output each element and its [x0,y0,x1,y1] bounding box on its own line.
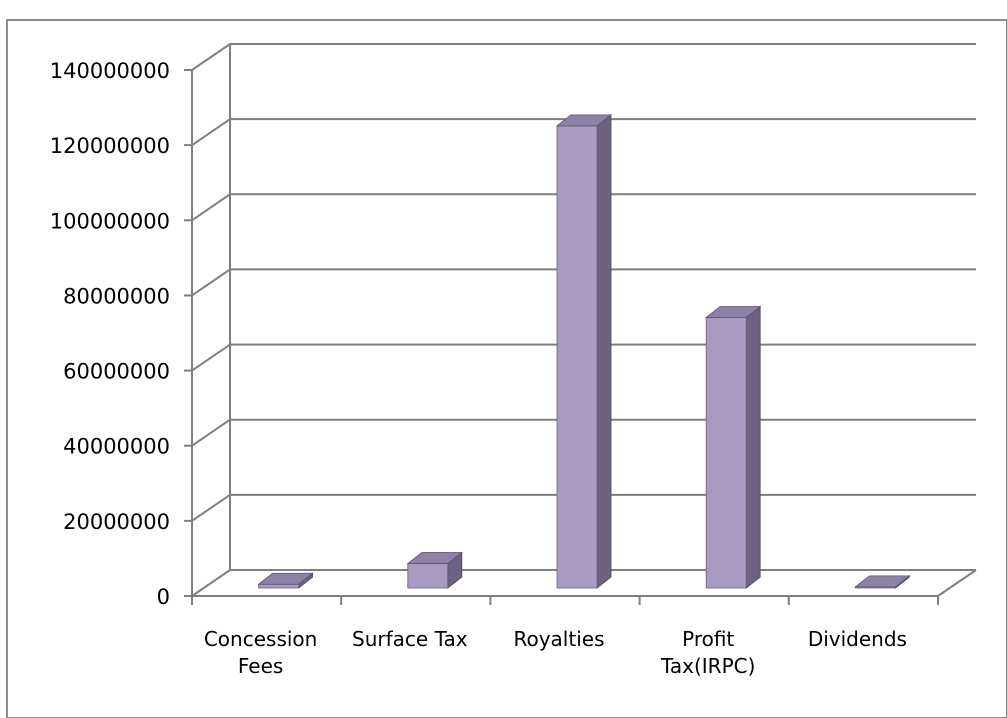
y-tick-labels: 0 20000000 40000000 60000000 80000000 1000000… [50,59,170,609]
y-tick-label: 60000000 [63,360,170,384]
bar-top [555,114,613,127]
bar-side [596,114,612,589]
x-category-label: Surface Tax [352,627,468,651]
bar-front [705,317,747,589]
x-category-label: Dividends [808,627,907,651]
y-tick-label: 20000000 [63,510,170,534]
bar-front [407,563,449,589]
bar [705,305,762,589]
y-tick-label: 0 [157,585,170,609]
bar-top [257,572,314,585]
x-category-labels: Concession Fees Surface Tax Royalties Profit… [204,627,907,678]
bar [257,572,314,589]
y-tick-label: 80000000 [63,284,170,308]
gridline [191,43,976,71]
y-tick-label: 140000000 [50,59,170,83]
x-category-label: Concession Fees [204,627,318,678]
bar [854,575,911,589]
y-tick-label: 120000000 [50,134,170,158]
bar [406,551,463,589]
bar [555,114,613,589]
gridline [191,118,976,146]
gridline [191,268,976,297]
y-tick-label: 40000000 [63,435,170,459]
axes [184,69,977,605]
bar-top [705,306,762,318]
bars [257,114,911,589]
x-category-label: Royalties [513,627,604,651]
chart-border [6,19,1007,718]
gridline [191,193,976,222]
bar-front [258,583,300,589]
bar-top [854,575,911,588]
bar-top [406,552,463,564]
x-category-label: Profit Tax(IRPC) [660,627,755,678]
bar-front [556,125,598,589]
bar-side [745,305,761,589]
y-tick-label: 100000000 [50,209,170,233]
